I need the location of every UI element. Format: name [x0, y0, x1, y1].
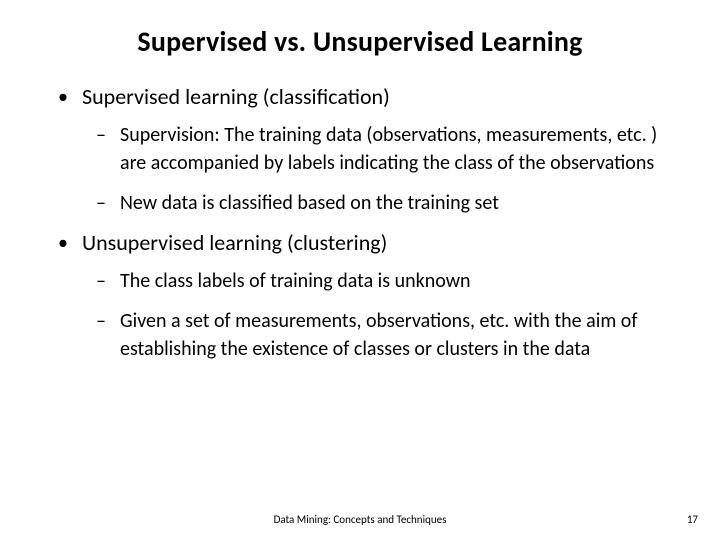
sub-bullet-item: – Given a set of measurements, observati… — [96, 307, 682, 363]
bullet-item: • Unsupervised learning (clustering) — [58, 229, 682, 257]
sub-bullet-item: – The class labels of training data is u… — [96, 267, 682, 295]
sub-bullet-group: – Supervision: The training data (observ… — [96, 121, 682, 217]
sub-bullet-text: New data is classified based on the trai… — [120, 189, 499, 217]
dash-icon: – — [96, 189, 110, 217]
sub-bullet-text: The class labels of training data is unk… — [120, 267, 471, 295]
dash-icon: – — [96, 307, 110, 335]
bullet-item: • Supervised learning (classification) — [58, 83, 682, 111]
footer-text: Data Mining: Concepts and Techniques — [0, 513, 720, 526]
slide: Supervised vs. Unsupervised Learning • S… — [0, 0, 720, 540]
bullet-text: Supervised learning (classification) — [82, 83, 390, 111]
bullet-text: Unsupervised learning (clustering) — [82, 229, 387, 257]
page-number: 17 — [687, 513, 698, 526]
sub-bullet-item: – Supervision: The training data (observ… — [96, 121, 682, 177]
slide-title: Supervised vs. Unsupervised Learning — [38, 24, 682, 59]
bullet-dot-icon: • — [58, 83, 68, 111]
dash-icon: – — [96, 267, 110, 295]
dash-icon: – — [96, 121, 110, 149]
sub-bullet-group: – The class labels of training data is u… — [96, 267, 682, 363]
bullet-dot-icon: • — [58, 229, 68, 257]
sub-bullet-text: Supervision: The training data (observat… — [120, 121, 682, 177]
sub-bullet-item: – New data is classified based on the tr… — [96, 189, 682, 217]
sub-bullet-text: Given a set of measurements, observation… — [120, 307, 682, 363]
